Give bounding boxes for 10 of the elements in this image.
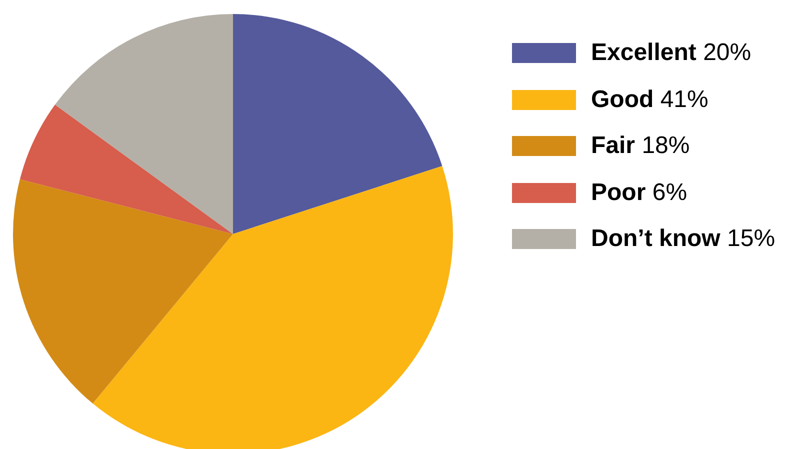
data-label: 20% [703, 39, 752, 66]
data-label: 41% [660, 86, 708, 113]
legend-label: Fair [591, 132, 636, 160]
data-label: 6% [652, 178, 688, 206]
legend-label: Excellent [591, 39, 696, 66]
data-label: 15% [727, 225, 776, 252]
legend-label: Don’t know [591, 225, 720, 252]
legend-label: Poor [591, 178, 646, 206]
data-label: 18% [642, 132, 690, 160]
legend-label: Good [591, 86, 654, 113]
